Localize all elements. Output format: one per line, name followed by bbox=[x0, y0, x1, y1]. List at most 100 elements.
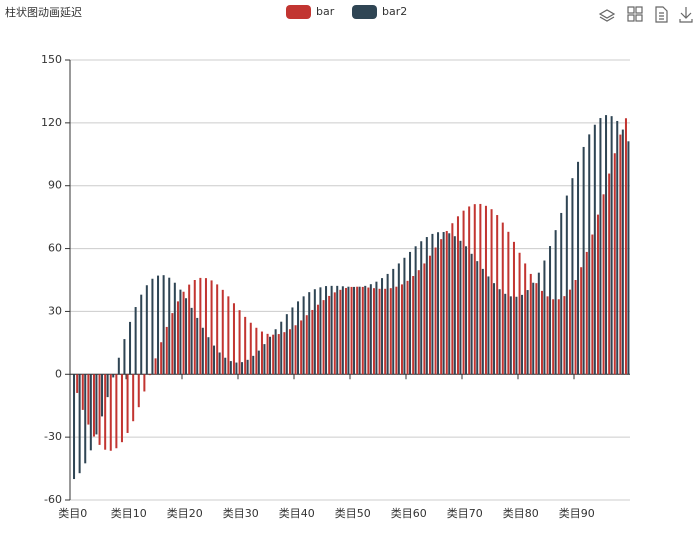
bar bbox=[104, 374, 107, 450]
bar bbox=[437, 232, 440, 375]
bar bbox=[526, 290, 529, 375]
bar bbox=[369, 284, 372, 375]
bar bbox=[361, 286, 364, 375]
x-tick-label: 类目30 bbox=[223, 506, 259, 520]
bar bbox=[148, 374, 151, 376]
bar bbox=[126, 374, 129, 433]
bar bbox=[196, 317, 199, 375]
x-tick-label: 类目20 bbox=[167, 506, 203, 520]
bar bbox=[358, 286, 361, 375]
bar bbox=[201, 327, 204, 375]
bar bbox=[552, 299, 555, 375]
bar bbox=[574, 280, 577, 375]
bar bbox=[115, 374, 118, 449]
x-tick-label: 类目90 bbox=[559, 506, 595, 520]
bar bbox=[423, 263, 426, 375]
bar bbox=[302, 296, 305, 375]
bar bbox=[350, 286, 353, 375]
bar bbox=[619, 134, 622, 375]
bar bbox=[179, 289, 182, 375]
bar bbox=[479, 203, 482, 375]
bar bbox=[420, 241, 423, 375]
bar bbox=[535, 283, 538, 375]
bar bbox=[375, 281, 378, 375]
toolbox-data-zoom[interactable] bbox=[627, 6, 643, 22]
bar bbox=[529, 273, 532, 375]
bar bbox=[173, 282, 176, 375]
bar bbox=[328, 295, 331, 375]
bar bbox=[168, 277, 171, 375]
y-tick-label: 0 bbox=[55, 367, 62, 380]
bar bbox=[341, 286, 344, 375]
bar bbox=[409, 251, 412, 375]
bar bbox=[400, 284, 403, 375]
bar bbox=[504, 293, 507, 375]
bar bbox=[171, 313, 174, 375]
y-tick-label: -30 bbox=[44, 430, 62, 443]
bar bbox=[624, 118, 627, 375]
bar bbox=[154, 358, 157, 375]
bar bbox=[229, 361, 232, 375]
bar bbox=[190, 307, 193, 375]
bar bbox=[216, 284, 219, 375]
x-tick-label: 类目40 bbox=[279, 506, 315, 520]
bar bbox=[73, 374, 76, 480]
bar bbox=[95, 374, 98, 435]
bar bbox=[101, 374, 104, 417]
bar bbox=[465, 246, 468, 375]
bar bbox=[384, 288, 387, 375]
bar bbox=[322, 300, 325, 375]
x-tick-label: 类目50 bbox=[335, 506, 371, 520]
bar bbox=[549, 246, 552, 375]
bar bbox=[241, 362, 244, 375]
toolbox-layers[interactable] bbox=[598, 9, 616, 22]
toolbox-save-image[interactable] bbox=[679, 7, 693, 23]
bar bbox=[269, 336, 272, 375]
bar bbox=[395, 286, 398, 375]
bar bbox=[252, 355, 255, 375]
toolbox-data-view[interactable] bbox=[655, 6, 668, 23]
bar bbox=[157, 275, 160, 375]
chart-title: 柱状图动画延迟 bbox=[5, 5, 82, 19]
bar bbox=[330, 285, 333, 375]
bar bbox=[204, 278, 207, 375]
bar bbox=[543, 260, 546, 375]
y-tick-label: -60 bbox=[44, 493, 62, 506]
bar bbox=[193, 280, 196, 375]
bar bbox=[199, 277, 202, 375]
bar bbox=[571, 178, 574, 375]
bar bbox=[137, 374, 140, 408]
bar bbox=[333, 292, 336, 375]
bar bbox=[386, 273, 389, 375]
bar bbox=[288, 329, 291, 375]
bar bbox=[316, 304, 319, 375]
bar bbox=[319, 287, 322, 375]
bar bbox=[89, 374, 92, 451]
bar bbox=[218, 352, 221, 375]
x-tick-label: 类目0 bbox=[58, 506, 87, 520]
bar bbox=[557, 299, 560, 375]
bar bbox=[568, 289, 571, 375]
bar bbox=[145, 285, 148, 375]
bar bbox=[232, 303, 235, 375]
bar bbox=[459, 240, 462, 375]
bar bbox=[364, 285, 367, 375]
bar bbox=[143, 374, 146, 392]
bar bbox=[599, 118, 602, 375]
bar bbox=[283, 332, 286, 375]
legend-label: bar2 bbox=[382, 5, 407, 18]
bar bbox=[263, 344, 266, 375]
bar bbox=[524, 263, 527, 375]
bar bbox=[484, 205, 487, 375]
bar bbox=[585, 251, 588, 375]
bar bbox=[507, 231, 510, 375]
bar bbox=[496, 215, 499, 375]
bar bbox=[397, 263, 400, 375]
bar bbox=[537, 272, 540, 375]
bar bbox=[336, 285, 339, 375]
bar bbox=[87, 374, 90, 425]
bar bbox=[300, 320, 303, 375]
bar bbox=[291, 307, 294, 375]
bar bbox=[540, 290, 543, 375]
